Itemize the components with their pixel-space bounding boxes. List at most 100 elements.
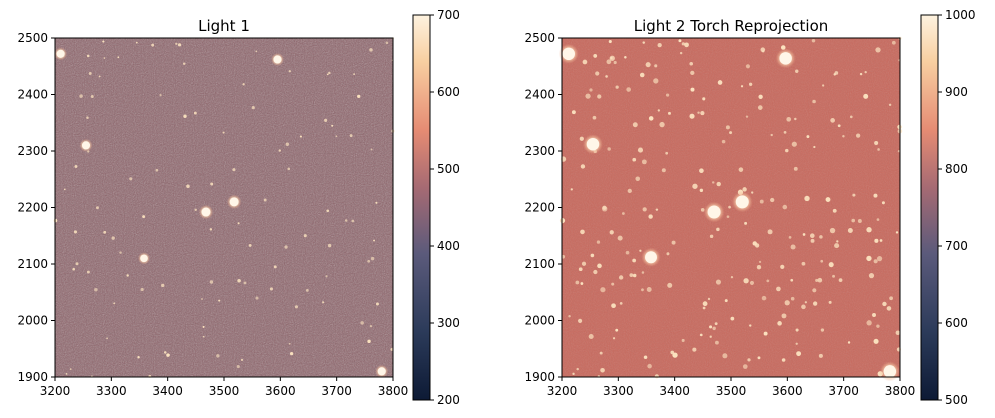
faint-star xyxy=(103,230,107,234)
faint-star xyxy=(166,353,170,357)
faint-star xyxy=(716,181,721,187)
bright-source xyxy=(586,137,600,151)
faint-star xyxy=(770,133,773,137)
faint-star xyxy=(102,40,105,43)
faint-star xyxy=(288,70,291,73)
image-area xyxy=(558,36,903,382)
x-tick-label: 3800 xyxy=(378,384,409,398)
colorbar-tick-label: 600 xyxy=(437,85,460,99)
faint-star xyxy=(159,93,162,97)
faint-star xyxy=(570,188,573,191)
faint-star xyxy=(689,61,694,66)
faint-star xyxy=(572,372,575,376)
faint-star xyxy=(609,55,615,61)
faint-star xyxy=(828,300,832,304)
faint-star xyxy=(828,262,834,268)
faint-star xyxy=(819,235,823,239)
faint-star xyxy=(653,78,659,84)
faint-star xyxy=(872,313,876,317)
faint-star xyxy=(65,372,68,375)
faint-star xyxy=(175,42,178,45)
faint-star xyxy=(873,338,879,344)
faint-star xyxy=(812,99,816,104)
faint-star xyxy=(668,111,671,115)
faint-star xyxy=(140,287,144,292)
faint-star xyxy=(370,256,375,261)
faint-star xyxy=(589,88,593,92)
faint-star xyxy=(643,355,648,360)
faint-star xyxy=(699,168,704,174)
x-axis: 3200 3300 3400 3500 3600 3700 3800 xyxy=(40,377,409,398)
faint-star xyxy=(597,263,602,269)
faint-star xyxy=(876,218,880,221)
faint-star xyxy=(582,59,588,65)
faint-star xyxy=(357,94,361,99)
faint-star xyxy=(716,227,720,232)
faint-star xyxy=(353,73,355,75)
faint-star xyxy=(327,243,332,248)
faint-star xyxy=(802,233,806,236)
faint-star xyxy=(657,109,660,112)
faint-star xyxy=(725,125,730,130)
faint-star xyxy=(721,139,726,144)
faint-star xyxy=(833,73,836,76)
faint-star xyxy=(747,358,751,362)
faint-star xyxy=(810,238,815,243)
faint-star xyxy=(761,295,767,301)
faint-star xyxy=(289,352,294,356)
faint-star xyxy=(714,322,718,326)
faint-star xyxy=(757,356,761,360)
colorbar-gradient xyxy=(920,14,939,401)
faint-star xyxy=(595,71,600,76)
faint-star xyxy=(222,131,225,134)
faint-star xyxy=(818,353,823,358)
faint-star xyxy=(72,267,75,271)
faint-star xyxy=(210,182,214,186)
faint-star xyxy=(117,56,120,59)
faint-star xyxy=(876,256,883,262)
faint-star xyxy=(578,267,583,272)
faint-star xyxy=(642,41,646,44)
faint-star xyxy=(621,212,625,215)
faint-star xyxy=(851,218,856,223)
colorbar-tick-label: 700 xyxy=(945,239,968,253)
y-tick-label: 2000 xyxy=(524,314,555,328)
bright-source xyxy=(645,251,657,264)
x-axis: 3200 3300 3400 3500 3600 3700 3800 xyxy=(547,377,915,398)
faint-star xyxy=(842,135,845,138)
image-noise xyxy=(562,38,900,377)
colorbar-gradient xyxy=(412,14,431,401)
faint-star xyxy=(155,168,159,172)
y-tick-label: 1900 xyxy=(524,370,555,384)
faint-star xyxy=(748,82,753,86)
bright-source xyxy=(562,47,575,61)
faint-star xyxy=(367,339,371,344)
star-field xyxy=(558,36,903,382)
faint-star xyxy=(672,352,678,358)
faint-star xyxy=(744,221,748,225)
faint-star xyxy=(617,235,623,241)
faint-star xyxy=(671,240,676,245)
faint-star xyxy=(655,208,659,211)
faint-star xyxy=(758,94,763,99)
faint-star xyxy=(714,340,719,345)
faint-star xyxy=(689,113,695,119)
faint-star xyxy=(194,208,197,212)
faint-star xyxy=(886,306,892,311)
faint-star xyxy=(837,124,841,128)
faint-star xyxy=(237,278,241,283)
faint-star xyxy=(135,41,138,44)
faint-star xyxy=(742,364,748,369)
faint-star xyxy=(690,87,695,92)
faint-star xyxy=(681,42,685,46)
faint-star xyxy=(637,147,644,153)
faint-star xyxy=(812,288,817,293)
faint-star xyxy=(790,278,794,282)
colorbar-tick-label: 1000 xyxy=(945,8,976,22)
faint-star xyxy=(113,302,116,305)
faint-star xyxy=(795,342,798,345)
y-tick-label: 2200 xyxy=(524,201,555,215)
colorbar-ticks: 200 300 400 500 600 700 xyxy=(430,8,460,407)
faint-star xyxy=(299,135,302,138)
faint-star xyxy=(648,214,653,219)
